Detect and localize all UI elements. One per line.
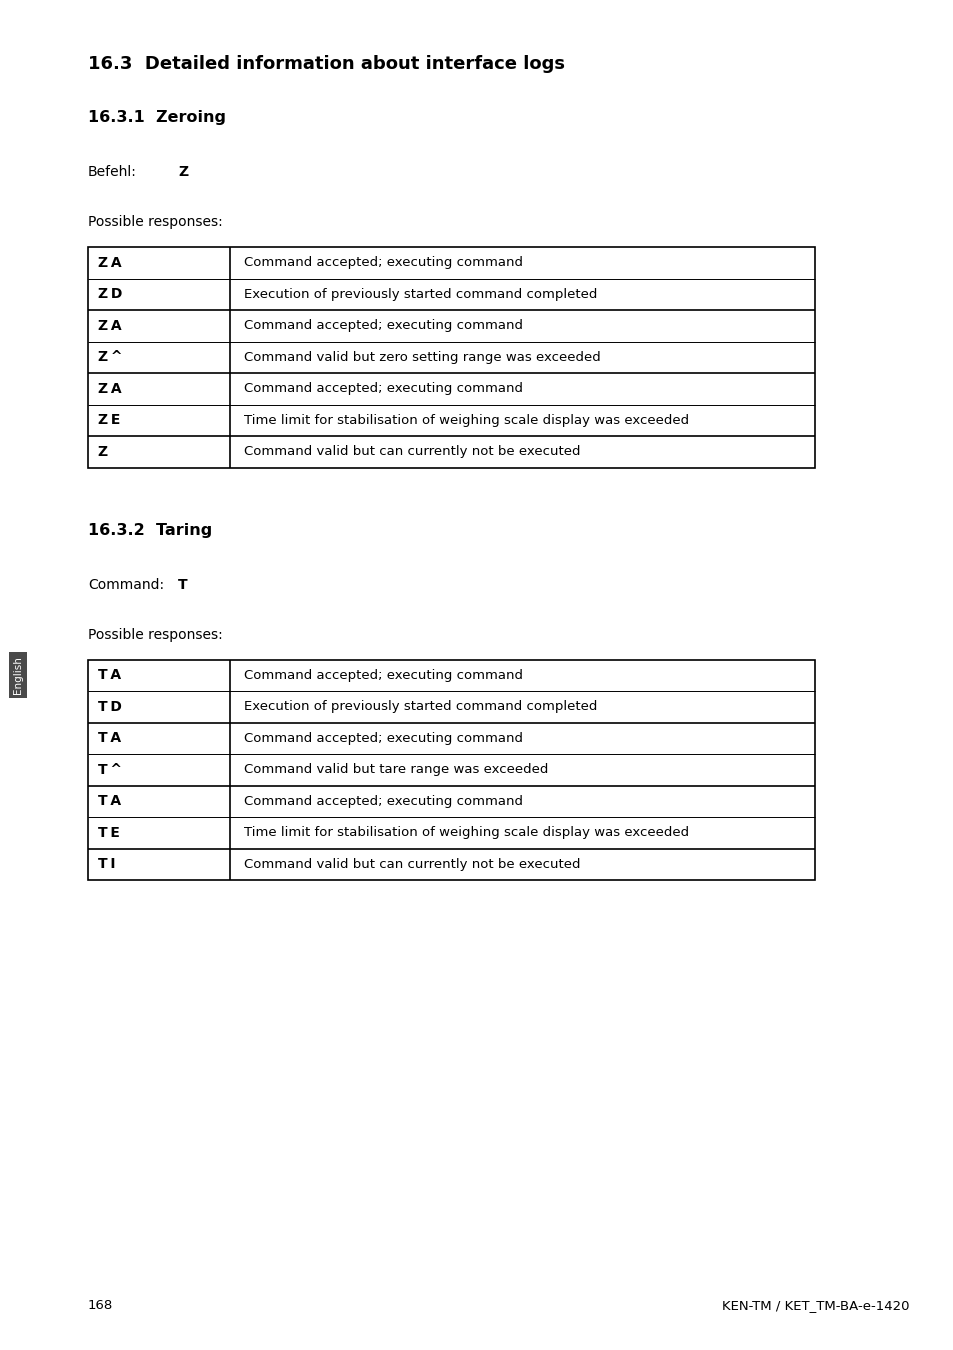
Text: T I: T I bbox=[98, 857, 115, 871]
Text: Command accepted; executing command: Command accepted; executing command bbox=[244, 256, 522, 269]
Text: 16.3  Detailed information about interface logs: 16.3 Detailed information about interfac… bbox=[88, 55, 564, 73]
Text: T D: T D bbox=[98, 699, 122, 714]
Text: Command accepted; executing command: Command accepted; executing command bbox=[244, 382, 522, 396]
Text: Command accepted; executing command: Command accepted; executing command bbox=[244, 319, 522, 332]
Text: English: English bbox=[13, 656, 23, 694]
Text: Z A: Z A bbox=[98, 382, 121, 396]
Text: 16.3.1  Zeroing: 16.3.1 Zeroing bbox=[88, 109, 226, 126]
Text: Command:: Command: bbox=[88, 578, 164, 591]
Text: T A: T A bbox=[98, 732, 121, 745]
Text: Execution of previously started command completed: Execution of previously started command … bbox=[244, 288, 597, 301]
Text: Time limit for stabilisation of weighing scale display was exceeded: Time limit for stabilisation of weighing… bbox=[244, 826, 688, 840]
Text: 168: 168 bbox=[88, 1299, 113, 1312]
Text: Z A: Z A bbox=[98, 255, 121, 270]
Text: Possible responses:: Possible responses: bbox=[88, 628, 222, 641]
Bar bbox=[88, 247, 814, 467]
Text: Command accepted; executing command: Command accepted; executing command bbox=[244, 795, 522, 807]
Text: Possible responses:: Possible responses: bbox=[88, 215, 222, 230]
Text: Z: Z bbox=[98, 444, 113, 459]
Text: T: T bbox=[178, 578, 188, 591]
Text: Z E: Z E bbox=[98, 413, 120, 427]
Text: Command valid but zero setting range was exceeded: Command valid but zero setting range was… bbox=[244, 351, 600, 363]
Text: T ^: T ^ bbox=[98, 763, 122, 776]
Text: Z A: Z A bbox=[98, 319, 121, 332]
Text: Command accepted; executing command: Command accepted; executing command bbox=[244, 732, 522, 745]
Text: T A: T A bbox=[98, 794, 121, 809]
Text: KEN-TM / KET_TM-BA-e-1420: KEN-TM / KET_TM-BA-e-1420 bbox=[721, 1299, 909, 1312]
Text: Command valid but can currently not be executed: Command valid but can currently not be e… bbox=[244, 857, 579, 871]
Text: Z D: Z D bbox=[98, 288, 122, 301]
Text: Execution of previously started command completed: Execution of previously started command … bbox=[244, 701, 597, 713]
Text: Time limit for stabilisation of weighing scale display was exceeded: Time limit for stabilisation of weighing… bbox=[244, 413, 688, 427]
Text: Befehl:: Befehl: bbox=[88, 165, 136, 180]
Text: Command valid but tare range was exceeded: Command valid but tare range was exceede… bbox=[244, 763, 548, 776]
Text: Command accepted; executing command: Command accepted; executing command bbox=[244, 668, 522, 682]
Text: Z: Z bbox=[178, 165, 188, 180]
Text: Z ^: Z ^ bbox=[98, 350, 122, 365]
Text: 16.3.2  Taring: 16.3.2 Taring bbox=[88, 522, 212, 537]
Bar bbox=[88, 660, 814, 880]
Text: T A: T A bbox=[98, 668, 121, 682]
Text: Command valid but can currently not be executed: Command valid but can currently not be e… bbox=[244, 446, 579, 458]
Text: T E: T E bbox=[98, 826, 120, 840]
